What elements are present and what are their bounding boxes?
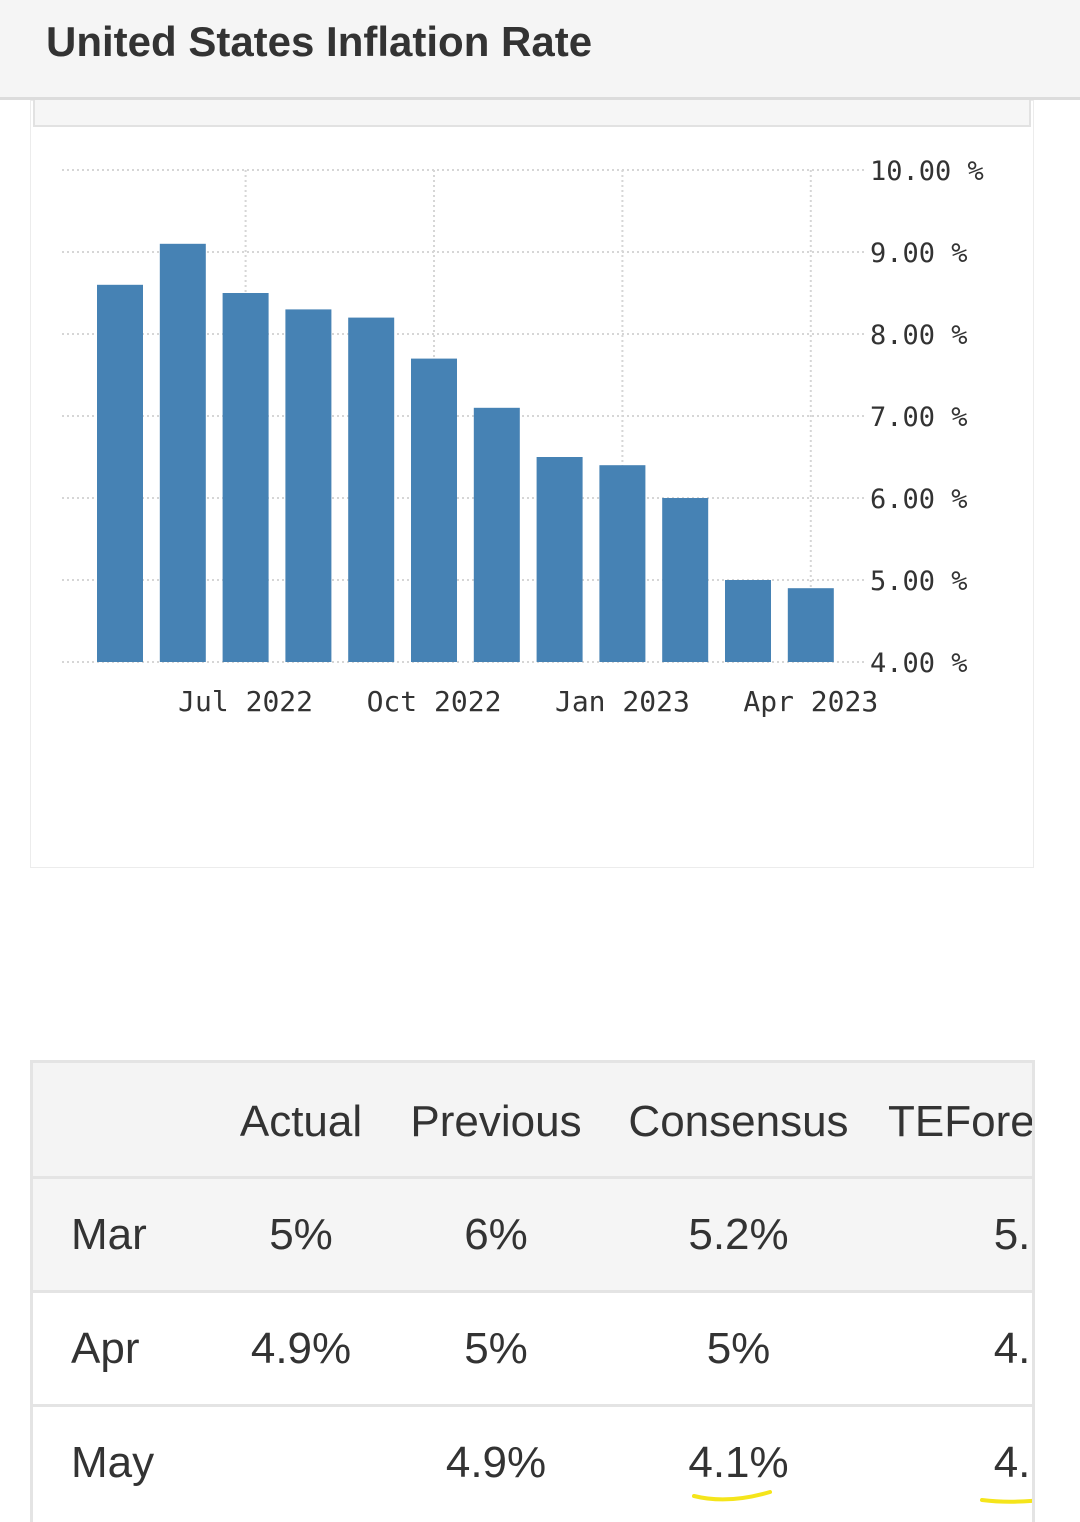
- x-tick-label: Oct 2022: [367, 685, 502, 718]
- x-tick-label: Apr 2023: [743, 685, 878, 718]
- y-tick-label: 4.00 %: [870, 648, 968, 679]
- bar: [473, 407, 520, 662]
- y-tick-label: 7.00 %: [870, 402, 968, 433]
- consensus-value: 4.1%: [688, 1438, 789, 1488]
- header-label: [33, 1062, 221, 1178]
- x-tick-label: Jul 2022: [178, 685, 313, 718]
- inflation-table: Actual Previous Consensus TEForeca Mar 5…: [30, 1060, 1035, 1522]
- highlighted-forecast: 4.3%: [979, 1438, 1032, 1504]
- page-title: United States Inflation Rate: [46, 18, 593, 65]
- cell-consensus: 4.1%: [611, 1406, 866, 1520]
- chart-toolbar: [33, 100, 1031, 127]
- row-label: May: [71, 1438, 155, 1488]
- bar: [536, 457, 583, 662]
- cell-teforecast: 5.3%: [993, 1209, 1032, 1259]
- yellow-underline-mark: [979, 1498, 1032, 1504]
- bar: [411, 358, 457, 662]
- table-row: May 4.9% 4.1% 4.3%: [33, 1405, 1032, 1520]
- header-previous: Previous: [410, 1096, 582, 1146]
- y-tick-label: 6.00 %: [870, 484, 968, 515]
- bar: [222, 293, 269, 662]
- header-actual: Actual: [239, 1096, 363, 1146]
- highlighted-consensus: 4.1%: [688, 1438, 789, 1502]
- y-tick-label: 5.00 %: [870, 566, 968, 597]
- bar: [97, 284, 143, 662]
- page-header: United States Inflation Rate: [0, 0, 1080, 100]
- cell-previous: 4.9%: [445, 1438, 547, 1488]
- bar: [348, 317, 395, 662]
- cell-teforecast: 4.3%: [866, 1406, 1032, 1520]
- forecast-value: 4.3%: [993, 1438, 1032, 1488]
- y-tick-label: 8.00 %: [870, 320, 968, 351]
- cell-teforecast: 4.9%: [993, 1323, 1032, 1373]
- cell-consensus: 5.2%: [688, 1209, 789, 1259]
- cell-actual: 4.9%: [250, 1323, 352, 1373]
- chart-bars: [97, 243, 834, 663]
- cell-actual: 5%: [269, 1209, 333, 1259]
- bar: [787, 588, 834, 662]
- inflation-bar-chart: 4.00 % 5.00 % 6.00 % 7.00 % 8.00 % 9.00 % 10.0…: [62, 156, 984, 718]
- cell-actual: [221, 1406, 381, 1520]
- table-row: Apr 4.9% 5% 5% 4.9%: [33, 1291, 1032, 1406]
- table-header-row: Actual Previous Consensus TEForeca: [33, 1061, 1035, 1178]
- bar: [599, 465, 646, 662]
- header-consensus: Consensus: [628, 1096, 849, 1146]
- yellow-underline-mark: [692, 1490, 773, 1502]
- bar: [725, 580, 771, 662]
- cell-previous: 6%: [464, 1209, 528, 1259]
- row-label: Mar: [71, 1209, 147, 1259]
- x-axis-ticks: Jul 2022 Oct 2022 Jan 2023 Apr 2023: [178, 685, 878, 718]
- y-tick-label: 10.00 %: [870, 156, 984, 187]
- cell-consensus: 5%: [706, 1323, 771, 1373]
- cell-previous: 5%: [464, 1323, 528, 1373]
- row-label: Apr: [71, 1323, 140, 1373]
- y-tick-label: 9.00 %: [870, 238, 968, 269]
- bar: [285, 309, 332, 662]
- table-row: Mar 5% 6% 5.2% 5.3%: [33, 1177, 1032, 1292]
- x-tick-label: Jan 2023: [555, 685, 690, 718]
- header-teforecast: TEForeca: [888, 1096, 1035, 1146]
- bar: [159, 243, 206, 663]
- y-axis-ticks: 4.00 % 5.00 % 6.00 % 7.00 % 8.00 % 9.00 % 10.0…: [870, 156, 984, 679]
- bar: [662, 498, 709, 662]
